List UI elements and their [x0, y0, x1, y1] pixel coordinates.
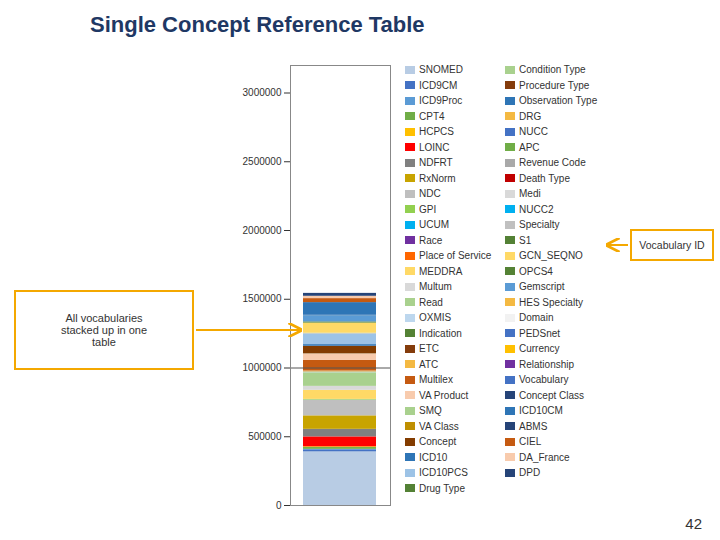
html-text:DRG: DRG — [519, 110, 542, 122]
html-text:NDFRT: NDFRT — [419, 157, 453, 168]
html-text:ETC: ETC — [419, 343, 439, 354]
html-text:CIEL: CIEL — [519, 436, 542, 447]
html-text:Indication: Indication — [419, 327, 462, 339]
html-text:Multum: Multum — [419, 281, 452, 292]
html-text:All vocabularies stacked up in: All vocabularies stacked up in one table — [60, 312, 148, 348]
html-text:LOINC: LOINC — [419, 141, 450, 153]
html-text:HCPCS: HCPCS — [419, 126, 454, 137]
html-text:ICD10CM: ICD10CM — [519, 405, 563, 416]
html-text:Place of Service: Place of Service — [419, 250, 492, 261]
html-text:Race: Race — [419, 234, 443, 246]
html-text:ABMS: ABMS — [519, 420, 548, 432]
html-text:PEDSnet: PEDSnet — [519, 327, 561, 339]
html-text:Revenue Code: Revenue Code — [519, 157, 586, 168]
html-text:RxNorm: RxNorm — [419, 172, 456, 184]
html-text:UCUM: UCUM — [419, 219, 449, 230]
html-text:Concept Class: Concept Class — [519, 389, 584, 401]
html-text:Concept: Concept — [419, 436, 457, 447]
html-text:Procedure Type: Procedure Type — [519, 79, 590, 91]
html-text:S1: S1 — [519, 234, 532, 246]
html-text:ICD10: ICD10 — [419, 451, 448, 463]
html-text:Gemscript: Gemscript — [519, 281, 565, 292]
html-text:VA Product: VA Product — [419, 389, 469, 401]
html-text:Multilex: Multilex — [419, 374, 453, 385]
html-text:DA_France: DA_France — [519, 451, 570, 463]
html-text:Medi: Medi — [519, 188, 541, 199]
html-text:CPT4: CPT4 — [419, 110, 445, 122]
svg-text:3000000: 3000000 — [243, 87, 282, 98]
html-text:OPCS4: OPCS4 — [519, 265, 553, 277]
html-text:Read: Read — [419, 296, 443, 308]
html-text:GPI: GPI — [419, 203, 437, 215]
html-text:Vocabulary ID: Vocabulary ID — [639, 239, 705, 251]
html-text:OXMIS: OXMIS — [419, 312, 452, 323]
html-text:SNOMED: SNOMED — [419, 64, 463, 75]
html-text:Vocabulary: Vocabulary — [519, 374, 569, 385]
html-text:Condition Type: Condition Type — [519, 64, 586, 75]
html-text:Drug Type: Drug Type — [419, 482, 465, 494]
html-text:Single Concept Reference Table: Single Concept Reference Table — [90, 12, 425, 37]
svg-text:1500000: 1500000 — [243, 293, 282, 304]
html-text:ICD9Proc: ICD9Proc — [419, 95, 463, 106]
html-text:Observation Type: Observation Type — [519, 95, 598, 106]
html-text:NDC: NDC — [419, 188, 441, 199]
html-text:Specialty: Specialty — [519, 219, 560, 230]
svg-text:0: 0 — [276, 500, 282, 511]
svg-text:2500000: 2500000 — [243, 156, 282, 167]
html-text:Death Type: Death Type — [519, 172, 570, 184]
html-text:HES Specialty: HES Specialty — [519, 296, 583, 308]
html-text:Domain: Domain — [519, 312, 554, 323]
svg-text:500000: 500000 — [248, 431, 282, 442]
html-text:Relationship: Relationship — [519, 358, 574, 370]
html-text:ATC: ATC — [419, 358, 439, 370]
html-text:NUCC: NUCC — [519, 126, 548, 137]
html-text:SMQ: SMQ — [419, 405, 442, 416]
html-text:NUCC2: NUCC2 — [519, 203, 554, 215]
svg-text:2000000: 2000000 — [243, 225, 282, 236]
svg-text:1000000: 1000000 — [243, 362, 282, 373]
html-text:ICD9CM: ICD9CM — [419, 79, 458, 91]
html-text:MEDDRA: MEDDRA — [419, 265, 463, 277]
html-text:Currency: Currency — [519, 343, 560, 354]
html-text:APC: APC — [519, 141, 540, 153]
html-text:GCN_SEQNO: GCN_SEQNO — [519, 250, 583, 261]
html-text:VA Class: VA Class — [419, 420, 459, 432]
html-text:42: 42 — [685, 515, 702, 532]
html-text:DPD: DPD — [519, 467, 541, 478]
html-text:ICD10PCS: ICD10PCS — [419, 467, 468, 478]
